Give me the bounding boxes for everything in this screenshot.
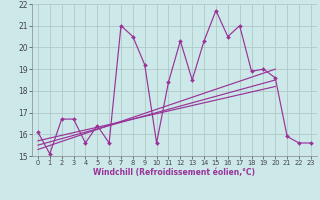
X-axis label: Windchill (Refroidissement éolien,°C): Windchill (Refroidissement éolien,°C)	[93, 168, 255, 177]
